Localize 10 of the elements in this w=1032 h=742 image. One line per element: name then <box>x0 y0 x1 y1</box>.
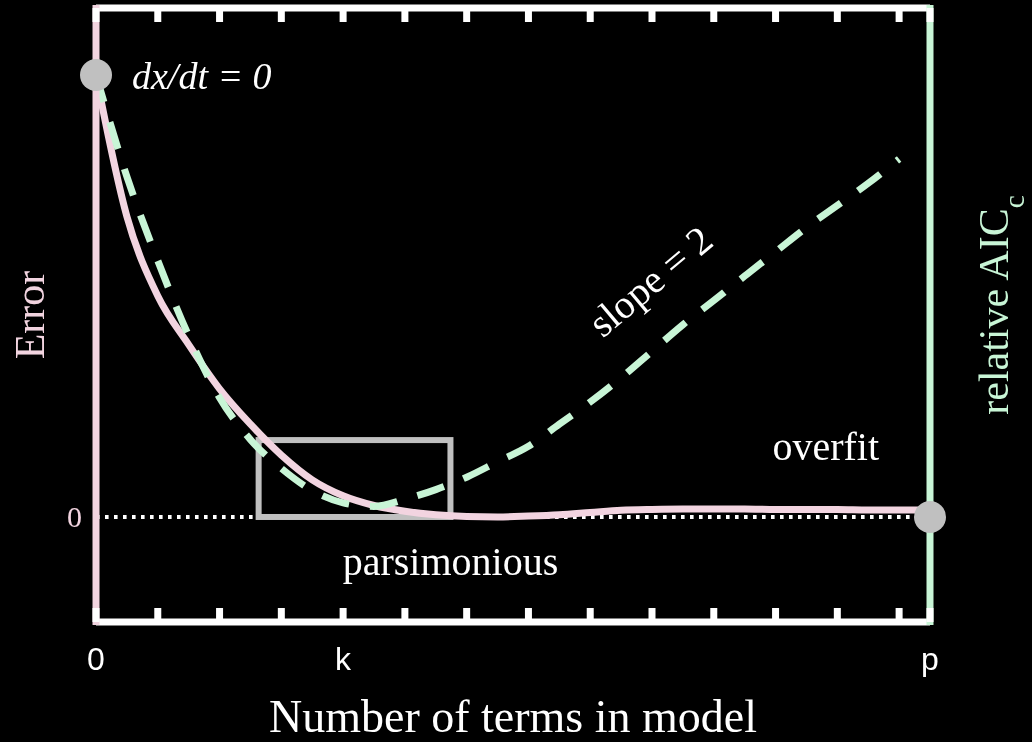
x-tick-label: 0 <box>87 641 105 677</box>
y-axis-title: Error <box>7 270 53 360</box>
text: parsimonious <box>342 539 559 585</box>
annotation: dx/dt = 0 <box>132 55 272 97</box>
annotation: overfit <box>772 423 880 469</box>
x-tick-label: k <box>335 641 353 677</box>
x-tick-label: p <box>921 641 939 677</box>
x-axis-title: Number of terms in model <box>268 691 758 742</box>
annotation: slope = 2 <box>579 216 722 346</box>
ref-line-label: 0 <box>67 499 82 533</box>
